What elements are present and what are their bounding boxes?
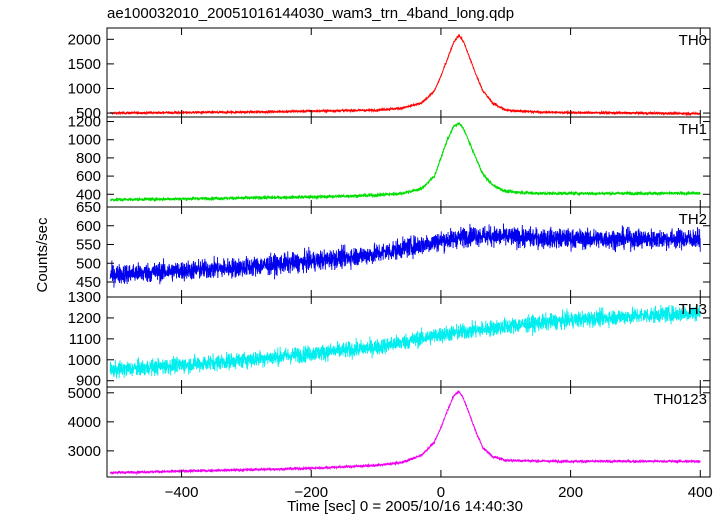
y-tick-label: 1200 [68, 114, 101, 131]
y-tick-label: 500 [76, 255, 101, 272]
series-line-th0 [109, 33, 701, 117]
y-tick-label: 2000 [68, 31, 101, 48]
y-tick-label: 1500 [68, 56, 101, 73]
y-tick-label: 5000 [68, 385, 101, 402]
y-tick-label: 500 [76, 105, 101, 122]
series-line-th0123 [109, 390, 701, 476]
y-tick-label: 1000 [68, 80, 101, 97]
y-tick-label: 400 [76, 186, 101, 203]
series-label: TH3 [679, 301, 707, 318]
panel-th0: 500 1000 1500 2000 TH0 [68, 27, 711, 122]
series-line-th3 [109, 304, 701, 379]
y-tick-label: 1100 [69, 331, 101, 348]
y-axis-label: Counts/sec [34, 217, 51, 293]
y-tick-label: 800 [76, 150, 101, 167]
series-label: TH0123 [654, 391, 707, 408]
y-tick-label: 600 [76, 168, 101, 185]
x-tick-label: −400 [165, 484, 199, 501]
panel-frame [106, 386, 711, 478]
y-tick-label: 1200 [68, 310, 101, 327]
series-line-th1 [109, 121, 701, 203]
series-label: TH1 [679, 121, 707, 138]
y-tick-label: 1300 [68, 289, 101, 306]
x-tick-label: 200 [558, 484, 583, 501]
y-tick-label: 4000 [68, 414, 101, 431]
y-tick-label: 1000 [68, 132, 101, 149]
y-tick-label: 3000 [68, 443, 101, 460]
x-axis-label: Time [sec] 0 = 2005/10/16 14:40:30 [287, 498, 523, 515]
y-tick-label: 900 [76, 373, 101, 390]
series-label: TH0 [679, 32, 707, 49]
panel-th3: 900 1000 1100 1200 1300 TH3 [68, 289, 711, 390]
series-label: TH2 [679, 211, 707, 228]
series-line-th2 [109, 223, 701, 288]
chart-title: ae100032010_20051016144030_wam3_trn_4ban… [107, 5, 514, 22]
panel-frame [106, 27, 711, 118]
y-tick-label: 600 [76, 218, 101, 235]
y-tick-label: 650 [76, 199, 101, 216]
x-tick-label: 400 [688, 484, 713, 501]
x-tick-label: −200 [294, 484, 328, 501]
y-tick-label: 550 [76, 237, 101, 254]
y-tick-label: 1000 [68, 352, 101, 369]
panel-th0123: 3000 4000 5000 TH0123 [68, 385, 711, 478]
y-tick-label: 450 [76, 274, 101, 291]
x-tick-label: 0 [437, 484, 445, 501]
